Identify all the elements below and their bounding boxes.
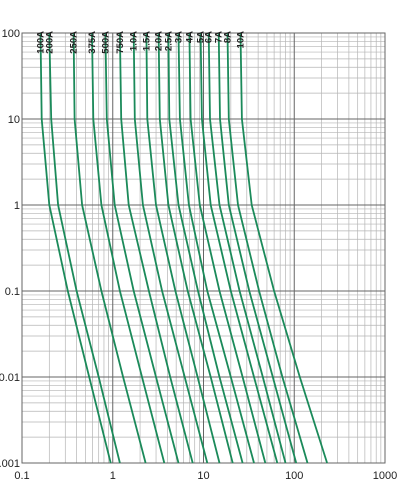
curve [157,32,234,464]
curve-label: 375A [87,31,98,54]
x-tick-label: 10 [197,470,209,482]
curve [177,32,255,464]
curve [199,32,279,464]
x-tick-label: 1 [110,470,116,482]
y-tick-label: 0.001 [0,458,20,470]
curve-label: 8A [223,31,234,43]
curve-label: 750A [115,31,126,54]
curve-label: 5A [196,31,207,43]
curve-label: 1.0A [129,31,140,51]
curve [39,32,112,464]
curve-label: 2.0A [154,31,165,51]
curve [207,32,287,464]
curve [72,32,147,464]
plot-frame [21,32,386,464]
curve [226,32,309,464]
curve-label: 2.5A [163,31,174,51]
curve [188,32,267,464]
curve [217,32,298,464]
x-tick-label: 0.1 [14,470,29,482]
curve [104,32,180,464]
curve-label: 250A [69,31,80,54]
curve [239,32,328,464]
curve [167,32,244,464]
curve-label: 1.5A [141,31,152,51]
curve [132,32,209,464]
curve [91,32,166,464]
y-tick-label: 0.1 [5,286,20,298]
curve [145,32,221,464]
curve-label: 500A [100,31,111,54]
x-tick-label: 1000 [373,470,397,482]
y-tick-label: 0.01 [0,372,20,384]
x-tick-label: 100 [285,470,303,482]
curve-label: 200A [44,31,55,54]
y-tick-label: 1 [14,200,20,212]
y-tick-label: 10 [8,114,20,126]
curve-label: 7A [214,31,225,43]
curve-label: 4A [184,31,195,43]
curve [48,32,121,464]
curve-label: 100A [36,31,47,54]
curve-label: 10A [236,31,247,49]
y-tick-label: 100 [2,28,20,40]
curve [119,32,194,464]
curve-label: 3A [173,31,184,43]
curve-label: 6A [204,31,215,43]
